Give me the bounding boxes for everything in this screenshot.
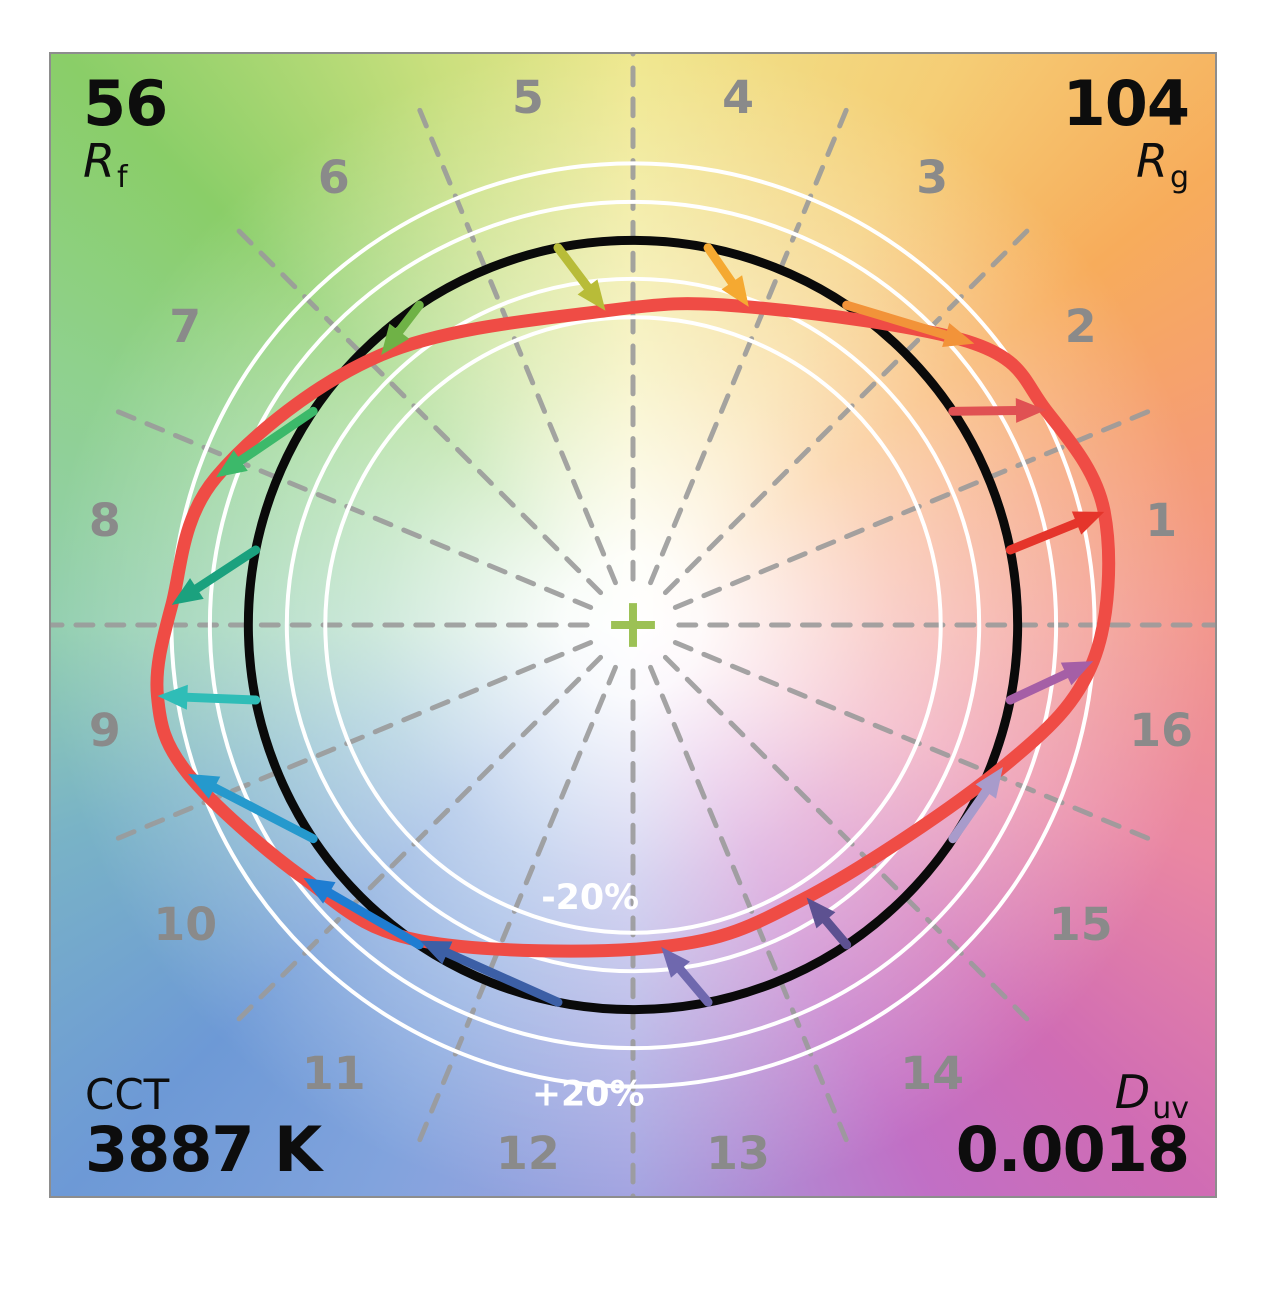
shift-arrow-head-bin-15 bbox=[975, 767, 1003, 799]
hue-bin-boundary-line bbox=[109, 406, 594, 610]
shift-arrow-head-bin-12 bbox=[420, 940, 453, 965]
chroma-ring--20pct bbox=[323, 315, 943, 935]
ring-percent-label: +20% bbox=[532, 1074, 645, 1114]
hue-bin-number-14: 14 bbox=[900, 1046, 964, 1100]
shift-arrow-head-bin-3 bbox=[942, 323, 975, 347]
ring-percent-label: -20% bbox=[541, 878, 639, 918]
shift-arrow-shaft-bin-1 bbox=[1005, 515, 1089, 555]
shift-arrow-shaft-bin-12 bbox=[435, 945, 563, 1007]
duv-block: Duv 0.0018 bbox=[955, 1064, 1190, 1186]
shift-arrow-shaft-bin-3 bbox=[842, 300, 958, 342]
hue-bin-boundary-line bbox=[662, 223, 1035, 596]
reference-circle bbox=[243, 235, 1023, 1015]
duv-subscript: uv bbox=[1152, 1090, 1189, 1126]
shift-arrow-head-bin-1 bbox=[1071, 511, 1105, 535]
rf-value: 56 bbox=[83, 67, 168, 140]
hue-bin-boundary-line bbox=[672, 640, 1157, 844]
duv-value: 0.0018 bbox=[955, 1112, 1190, 1186]
cct-value: 3887 K bbox=[85, 1112, 322, 1186]
chroma-ring--10pct bbox=[284, 276, 982, 974]
duv-symbol: D bbox=[1114, 1064, 1151, 1119]
shift-arrow-head-bin-11 bbox=[303, 877, 336, 904]
hue-bin-number-5: 5 bbox=[512, 70, 544, 124]
rf-subscript: f bbox=[116, 160, 128, 196]
cct-label: CCT bbox=[85, 1069, 170, 1119]
rf-symbol: R bbox=[83, 134, 115, 189]
hue-bin-number-15: 15 bbox=[1049, 897, 1113, 951]
hue-bin-number-1: 1 bbox=[1145, 493, 1177, 547]
hue-bin-boundary-line bbox=[662, 654, 1035, 1027]
hue-bin-boundary-line bbox=[231, 654, 604, 1027]
hue-bin-number-4: 4 bbox=[722, 70, 754, 124]
shift-arrow-shaft-bin-11 bbox=[317, 884, 424, 950]
hue-bin-number-10: 10 bbox=[153, 897, 217, 951]
hue-bin-boundary-line bbox=[672, 406, 1157, 610]
shift-arrow-head-bin-13 bbox=[661, 946, 691, 978]
shift-arrow-shaft-bin-13 bbox=[670, 959, 713, 1007]
hue-bin-number-6: 6 bbox=[318, 150, 350, 204]
hue-bin-number-12: 12 bbox=[496, 1126, 560, 1180]
duv-label: Duv bbox=[956, 1064, 1189, 1125]
rg-value: 104 bbox=[1062, 67, 1190, 140]
shift-arrow-head-bin-16 bbox=[1060, 661, 1094, 686]
hue-bin-boundary-line bbox=[414, 664, 618, 1149]
hue-bin-boundary-line bbox=[231, 223, 604, 596]
shift-arrow-head-bin-5 bbox=[577, 279, 606, 311]
shift-arrow-head-bin-14 bbox=[806, 897, 836, 929]
shift-arrow-shaft-bin-16 bbox=[1005, 666, 1078, 705]
shift-arrow-shaft-bin-5 bbox=[553, 243, 597, 298]
cct-block: CCT 3887 K bbox=[85, 1069, 322, 1186]
hue-bin-boundary-line bbox=[414, 101, 618, 586]
shift-arrow-shaft-bin-8 bbox=[185, 545, 261, 598]
rg-label: Rg bbox=[1063, 134, 1189, 194]
shift-arrow-shaft-bin-7 bbox=[229, 406, 318, 470]
chroma-ring-10pct bbox=[207, 199, 1059, 1051]
shift-arrow-head-bin-8 bbox=[171, 578, 204, 605]
shift-arrow-head-bin-4 bbox=[721, 275, 749, 307]
rg-subscript: g bbox=[1169, 160, 1189, 196]
hue-bin-boundary-line bbox=[648, 664, 852, 1149]
shift-arrow-shaft-bin-9 bbox=[174, 692, 261, 705]
color-vector-plot: 1 2 3 4 5 6 7 8 9 10 11 12 13 14 15 16 -20% +20% 56 Rf 10… bbox=[49, 52, 1217, 1198]
shift-arrow-head-bin-2 bbox=[1015, 397, 1046, 423]
rg-score-block: 104 Rg bbox=[1062, 67, 1190, 194]
shift-arrow-shaft-bin-4 bbox=[703, 243, 741, 294]
hue-bin-number-13: 13 bbox=[706, 1126, 770, 1180]
rf-score-block: 56 Rf bbox=[83, 67, 168, 194]
rf-label: Rf bbox=[83, 134, 167, 194]
hue-bin-boundary-line bbox=[109, 640, 594, 844]
hue-bin-number-16: 16 bbox=[1129, 703, 1193, 757]
shift-arrow-head-bin-10 bbox=[187, 773, 221, 799]
hue-bin-boundary-line bbox=[648, 101, 852, 586]
shift-arrow-head-bin-9 bbox=[157, 684, 188, 710]
rg-symbol: R bbox=[1135, 134, 1168, 189]
shift-arrow-head-bin-7 bbox=[216, 450, 248, 478]
hue-bin-number-8: 8 bbox=[89, 493, 121, 547]
shift-arrow-head-bin-6 bbox=[381, 323, 410, 355]
hue-bin-number-9: 9 bbox=[89, 703, 121, 757]
shift-arrow-shaft-bin-15 bbox=[948, 780, 995, 844]
hue-bin-number-7: 7 bbox=[169, 299, 201, 353]
hue-bin-number-3: 3 bbox=[916, 150, 948, 204]
hue-bin-number-2: 2 bbox=[1065, 299, 1097, 353]
hue-bin-number-11: 11 bbox=[302, 1046, 366, 1100]
shift-arrow-shaft-bin-2 bbox=[948, 405, 1029, 416]
shift-arrow-shaft-bin-10 bbox=[202, 779, 318, 844]
